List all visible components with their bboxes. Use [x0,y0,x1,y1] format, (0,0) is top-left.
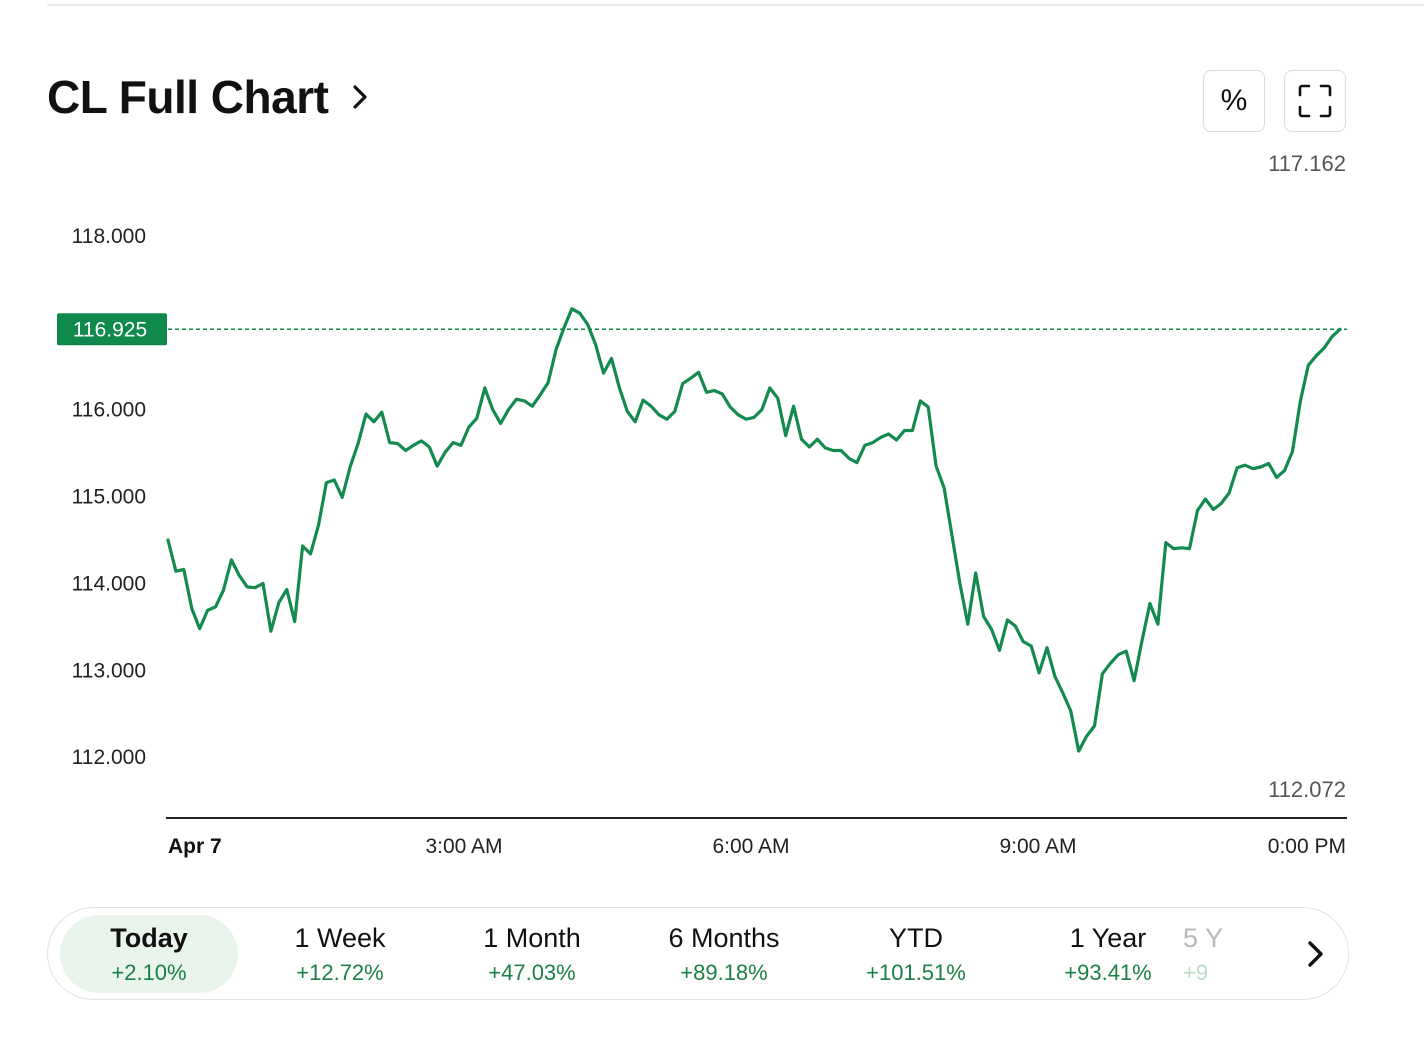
full-chart-link[interactable]: CL Full Chart [47,70,370,124]
scroll-fade [1218,908,1348,999]
scroll-next-button[interactable] [1292,930,1338,978]
x-tick-label: 9:00 AM [999,835,1076,858]
page-title: CL Full Chart [47,71,329,123]
fullscreen-icon [1298,84,1332,118]
percent-icon: % [1220,84,1248,117]
period-selector: Today +2.10% 1 Week +12.72% 1 Month +47.… [47,907,1349,1000]
period-change: +93.41% [1064,959,1152,985]
period-change: +12.72% [296,959,384,985]
high-value-label: 117.162 [1268,151,1346,176]
y-tick-label: 115.000 [72,486,146,509]
period-label: 1 Year [1069,922,1147,953]
price-line-series [166,307,1342,753]
period-change: +89.18% [680,959,768,985]
period-1-year[interactable]: 1 Year +93.41% [1019,915,1197,993]
x-tick-label: 0:00 PM [1268,835,1346,858]
y-tick-label: 118.000 [72,225,146,248]
x-tick-label: Apr 7 [168,835,222,858]
period-1-week[interactable]: 1 Week +12.72% [251,915,429,993]
period-label: YTD [889,922,943,953]
last-price-label: 116.925 [73,318,147,341]
period-label: 6 Months [668,922,780,953]
price-chart[interactable]: 118.000 116.000 115.000 114.000 113.000 112.0… [0,0,1424,880]
x-axis: Apr 7 3:00 AM 6:00 AM 9:00 AM 0:00 PM [168,835,1346,858]
period-change: +2.10% [111,959,187,985]
last-price-tag-bg [57,313,167,346]
period-change: +47.03% [488,959,576,985]
low-value-label: 112.072 [1268,777,1346,802]
y-tick-label: 113.000 [72,659,146,682]
x-tick-label: 6:00 AM [712,835,789,858]
period-1-month[interactable]: 1 Month +47.03% [443,915,621,993]
period-label: 1 Week [294,922,386,953]
period-today[interactable]: Today +2.10% [60,915,238,993]
y-axis: 118.000 116.000 115.000 114.000 113.000 112.0… [72,225,146,769]
y-tick-label: 112.000 [72,746,146,769]
period-label: 1 Month [483,922,581,953]
period-5-years[interactable]: 5 Y +9 [1183,915,1273,993]
chevron-right-icon [350,82,370,112]
fullscreen-button[interactable] [1284,70,1346,132]
period-change: +9 [1183,959,1209,985]
x-tick-label: 3:00 AM [425,835,502,858]
period-change: +101.51% [866,959,966,985]
chevron-right-icon [1304,937,1326,971]
y-tick-label: 114.000 [72,572,146,595]
y-tick-label: 116.000 [72,399,146,422]
last-price-tag: 116.925 [57,313,167,346]
period-ytd[interactable]: YTD +101.51% [827,915,1005,993]
period-6-months[interactable]: 6 Months +89.18% [635,915,813,993]
period-label: Today [110,922,188,953]
percent-toggle-button[interactable]: % [1203,70,1265,132]
top-divider [47,4,1424,6]
period-label: 5 Y [1183,922,1224,953]
